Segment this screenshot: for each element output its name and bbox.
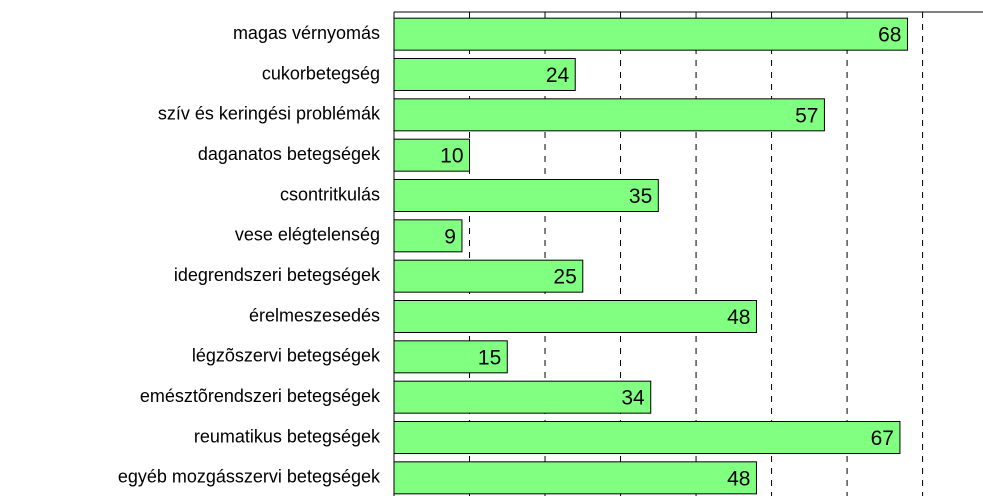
category-label: csontritkulás [280,184,380,204]
category-label: vese elégtelenség [235,225,380,245]
value-label: 15 [478,346,501,369]
bar [393,461,757,495]
category-label: szív és keringési problémák [158,104,381,124]
value-label: 10 [440,145,463,168]
category-label: légzõszervi betegségek [192,346,381,366]
bar [393,138,471,172]
value-label: 35 [629,185,652,208]
bar [393,179,659,212]
bar [393,17,908,51]
value-label: 34 [621,387,645,410]
bar [393,98,825,132]
category-label: cukorbetegség [262,63,380,83]
bar [393,300,757,333]
category-label: daganatos betegségek [198,144,381,164]
value-label: 9 [444,225,456,248]
category-label: idegrendszeri betegségek [174,265,381,285]
value-label: 48 [727,306,750,329]
value-label: 48 [727,467,750,490]
bar [393,421,901,454]
bar [393,259,584,293]
category-label: érelmeszesedés [249,305,380,325]
category-label: emésztõrendszeri betegségek [140,386,381,406]
category-label: reumatikus betegségek [194,426,381,446]
value-label: 24 [546,64,570,87]
value-label: 67 [871,427,894,450]
bar [393,340,508,374]
category-label: egyéb mozgásszervi betegségek [118,467,381,487]
value-label: 25 [553,266,576,289]
value-label: 57 [795,104,818,127]
value-label: 68 [878,24,901,47]
bar [393,380,652,414]
category-label: magas vérnyomás [233,23,380,43]
bar [393,219,463,253]
bar [393,58,576,91]
